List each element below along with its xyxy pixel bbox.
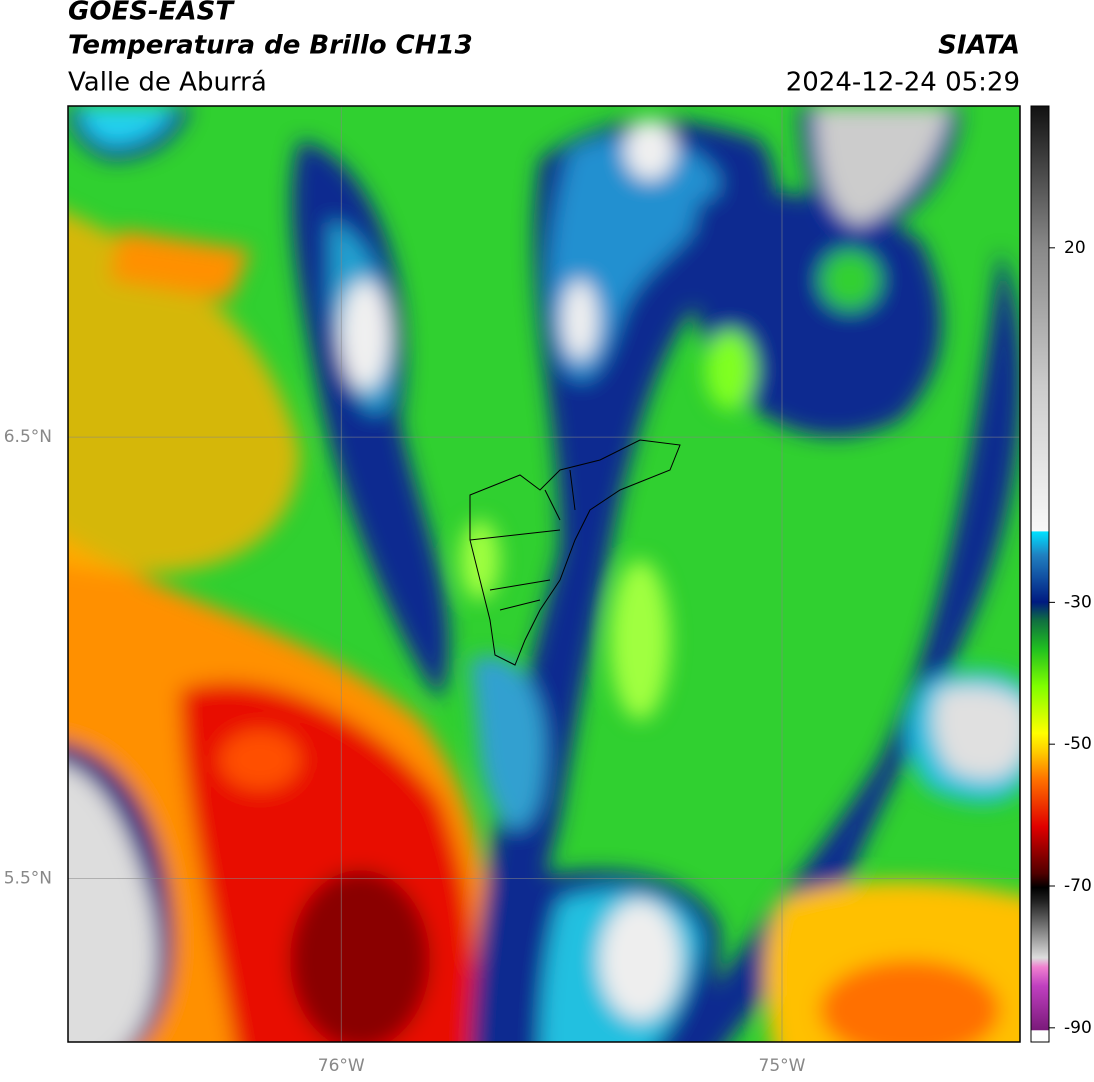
source: SIATA — [938, 31, 1020, 61]
municipal-boundaries — [469, 439, 681, 666]
colorbar-tick-label: -70 — [1064, 876, 1092, 896]
subtitle: Temperatura de Brillo CH13 — [68, 31, 473, 61]
colorbar — [1030, 105, 1050, 1043]
region: Valle de Aburrá — [68, 68, 267, 98]
datetime: 2024-12-24 05:29 — [786, 68, 1020, 98]
title: GOES-EAST — [68, 0, 235, 27]
x-tick-label: 75°W — [759, 1056, 806, 1076]
colorbar-tick-label: -30 — [1064, 592, 1092, 612]
colorbar-tick-label: -90 — [1064, 1018, 1092, 1038]
map-frame — [67, 105, 1021, 1043]
colorbar-tick-label: -50 — [1064, 734, 1092, 754]
satellite-image — [68, 106, 1020, 1042]
colorbar-tick-label: 20 — [1064, 238, 1086, 258]
y-tick-label: 6.5°N — [4, 427, 52, 447]
y-tick-label: 5.5°N — [4, 869, 52, 889]
x-tick-label: 76°W — [318, 1056, 365, 1076]
